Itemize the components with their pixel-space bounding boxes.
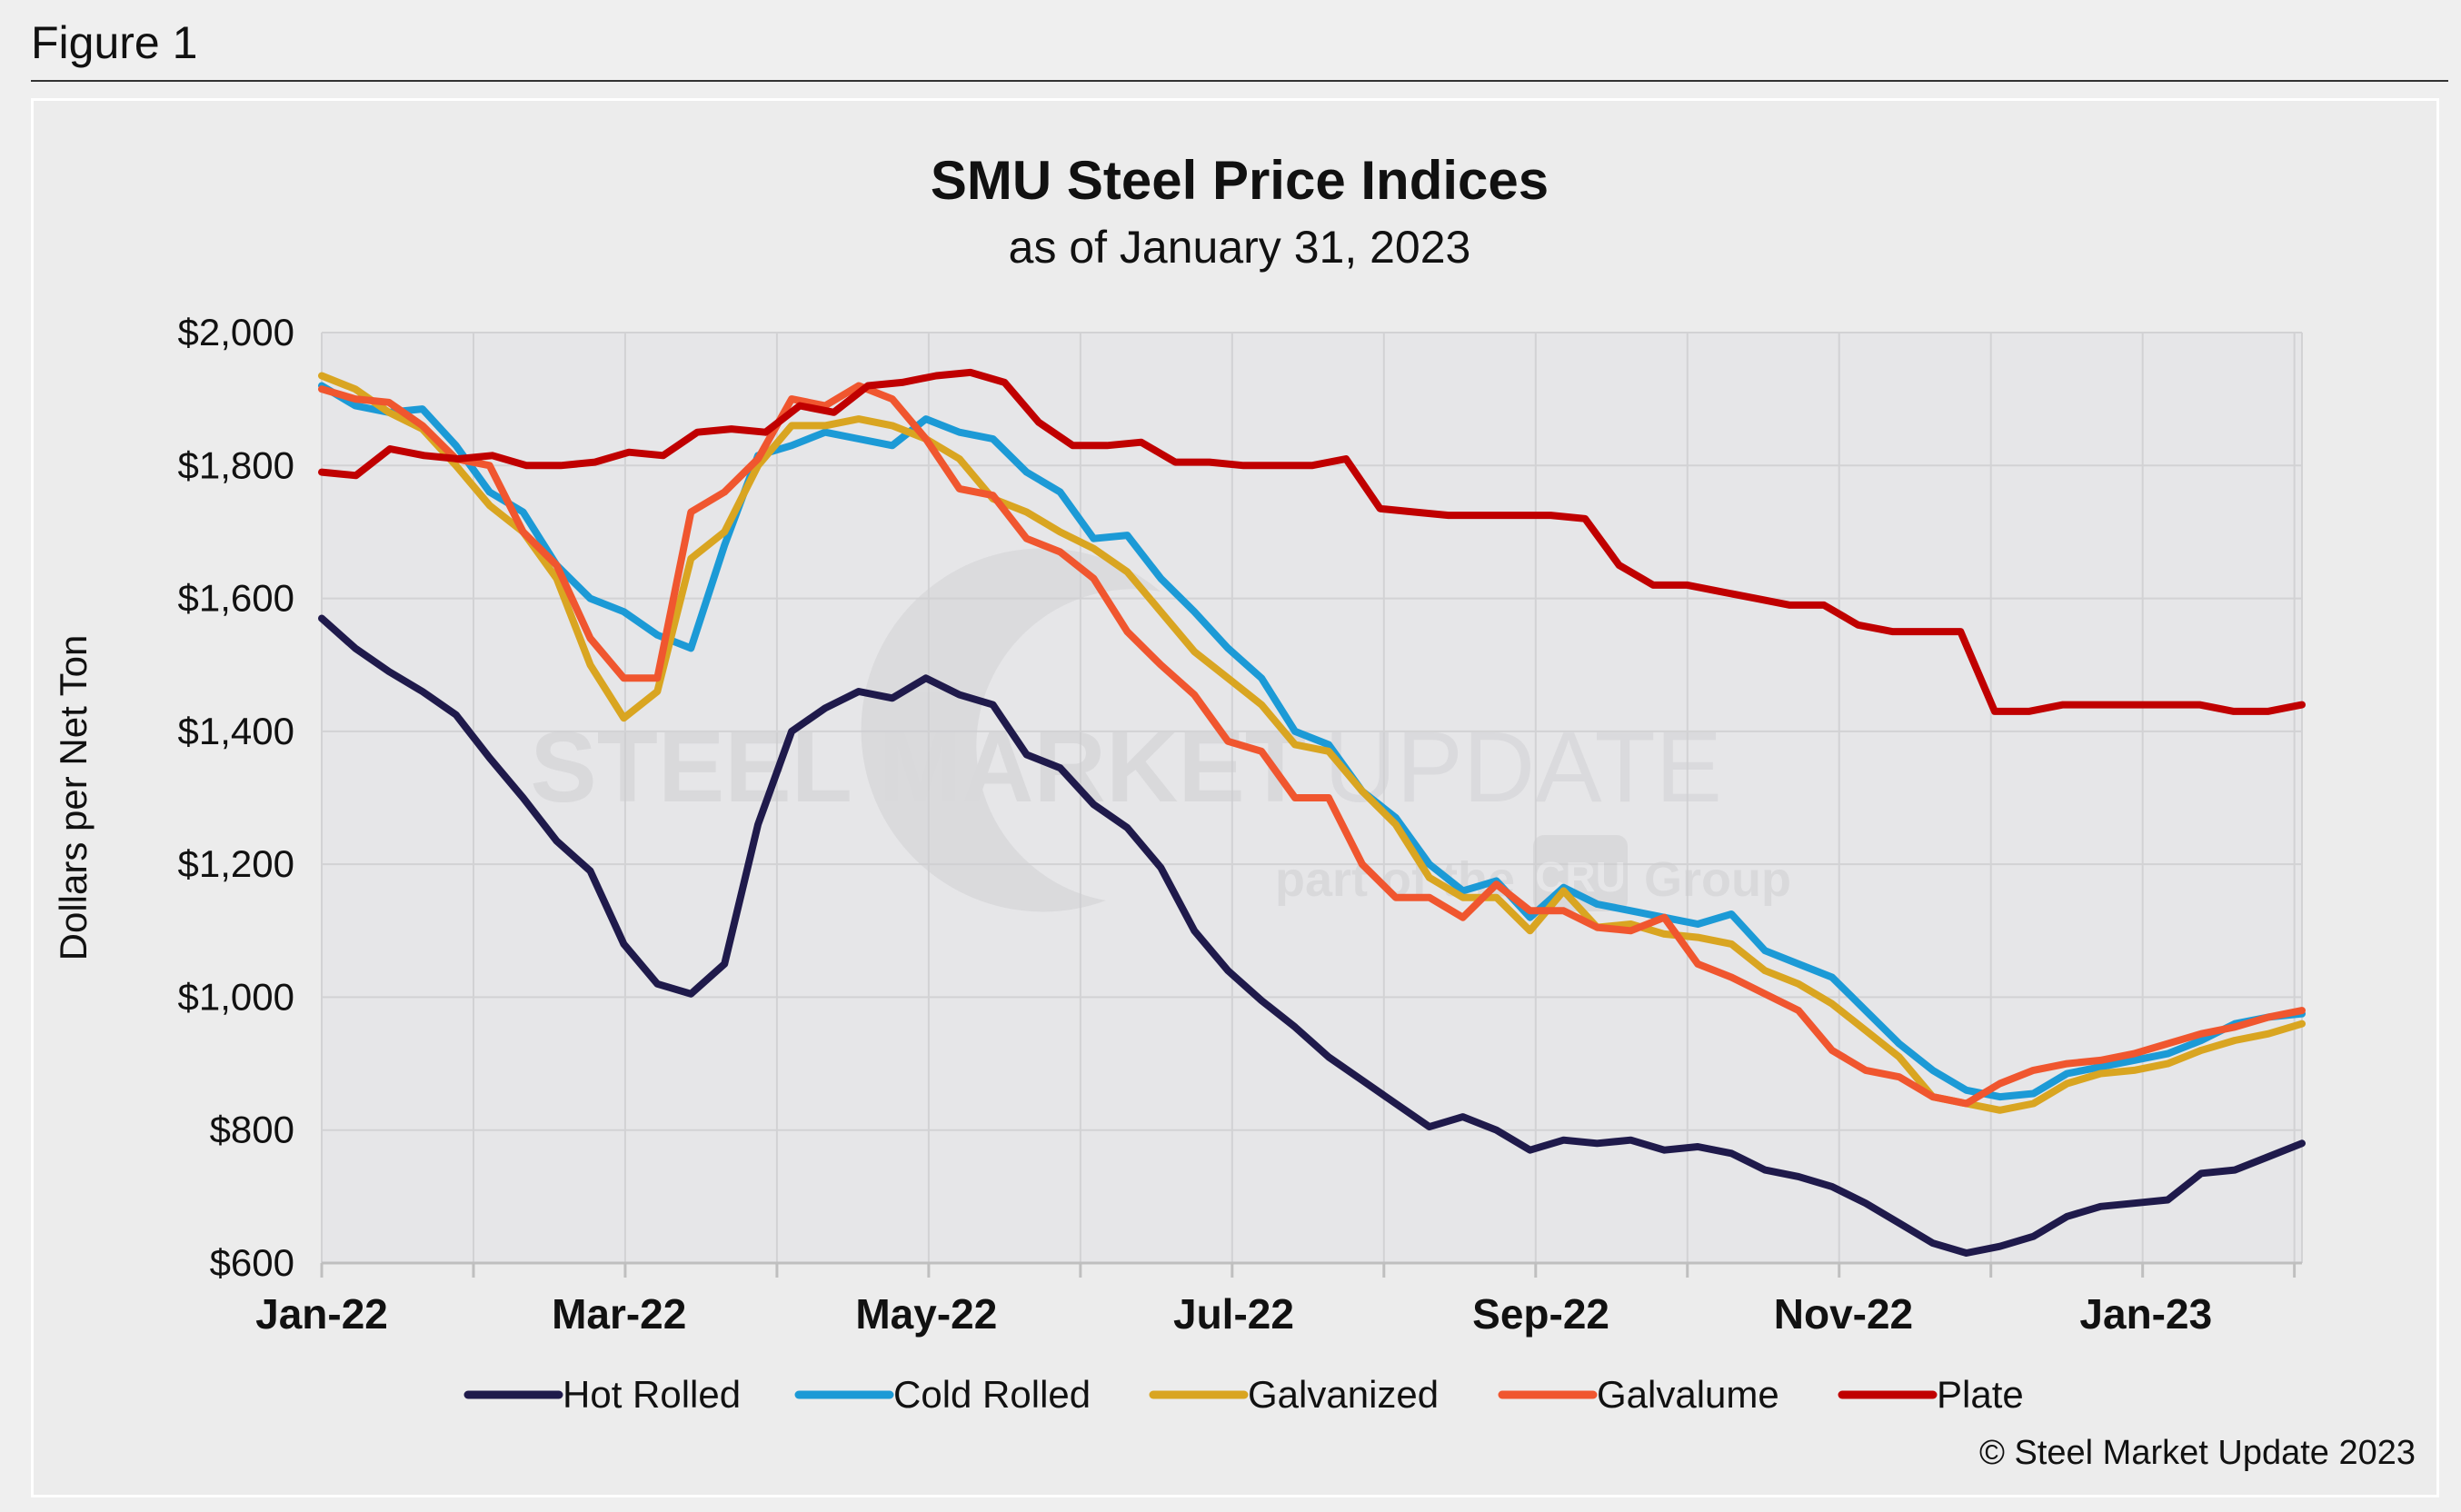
x-tick-label: Mar-22 (552, 1290, 686, 1338)
x-axis-ticks: Jan-22 Mar-22 May-22 Jul-22 Sep-22 Nov-22 Jan-… (255, 1290, 2212, 1338)
chart-series-lines (318, 368, 2306, 1257)
x-tick-label: Sep-22 (1472, 1290, 1609, 1338)
legend-label-hot-rolled: Hot Rolled (563, 1373, 741, 1416)
series-line-galvanized (318, 372, 2306, 1114)
chart-subtitle: as of January 31, 2023 (1009, 222, 1471, 273)
y-tick-label: $800 (210, 1109, 294, 1151)
series-line-cold-rolled (318, 382, 2306, 1101)
watermark-steel-market: STEEL MARKET (530, 711, 1306, 823)
figure-label: Figure 1 (31, 17, 198, 68)
legend-label-cold-rolled: Cold Rolled (893, 1373, 1091, 1416)
x-tick-label: Jul-22 (1173, 1290, 1294, 1338)
y-tick-label: $600 (210, 1241, 294, 1284)
y-axis-label: Dollars per Net Ton (52, 635, 95, 961)
x-tick-label: Nov-22 (1774, 1290, 1913, 1338)
series-line-hot-rolled (318, 614, 2306, 1257)
y-tick-label: $2,000 (178, 311, 294, 353)
y-tick-label: $1,400 (178, 710, 294, 752)
figure-divider (31, 80, 2448, 82)
x-tick-label: May-22 (855, 1290, 997, 1338)
legend-label-galvalume: Galvalume (1597, 1373, 1779, 1416)
legend-label-galvanized: Galvanized (1248, 1373, 1439, 1416)
y-tick-label: $1,200 (178, 842, 294, 885)
y-axis-ticks: $600 $800 $1,000 $1,200 $1,400 $1,600 $1,800 $2… (178, 311, 294, 1284)
series-line-plate (318, 368, 2306, 715)
x-tick-label: Jan-23 (2079, 1290, 2212, 1338)
watermark-update: UPDATE (1324, 711, 1722, 823)
y-tick-label: $1,600 (178, 577, 294, 620)
watermark-swoosh-icon (861, 548, 1161, 912)
chart-title: SMU Steel Price Indices (931, 150, 1549, 211)
chart-frame: STEEL MARKET UPDATE part of the CRU Grou… (31, 98, 2439, 1497)
series-line-galvalume (318, 382, 2306, 1108)
watermark: STEEL MARKET UPDATE part of the CRU Grou… (530, 548, 1791, 912)
watermark-group: Group (1644, 852, 1791, 907)
line-chart: STEEL MARKET UPDATE part of the CRU Grou… (52, 150, 2306, 1416)
copyright-notice: © Steel Market Update 2023 (1978, 1434, 2416, 1472)
y-tick-label: $1,800 (178, 443, 294, 486)
chart-legend: Hot Rolled Cold Rolled Galvanized Galvalume… (463, 1373, 2024, 1416)
chart-gridlines (320, 332, 2303, 1278)
y-tick-label: $1,000 (178, 975, 294, 1018)
x-tick-label: Jan-22 (255, 1290, 388, 1338)
legend-label-plate: Plate (1937, 1373, 2024, 1416)
